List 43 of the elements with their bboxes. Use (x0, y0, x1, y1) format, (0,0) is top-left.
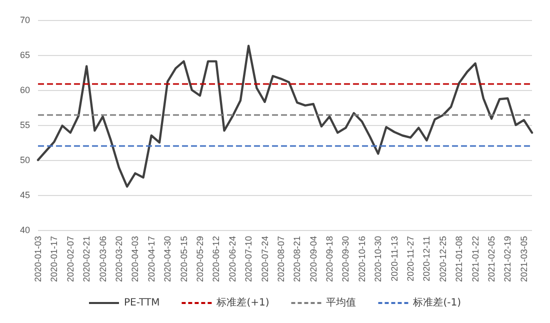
x-tick-label: 2020-09-04 (308, 236, 318, 282)
line-series (36, 44, 534, 188)
legend-label: 平均值 (326, 296, 356, 308)
x-tick-label: 2020-01-17 (49, 236, 60, 282)
x-tick-label: 2020-06-24 (227, 236, 238, 282)
x-tick-label: 2020-10-30 (373, 236, 384, 282)
legend-label: 标准差(-1) (412, 296, 462, 308)
x-tick-label: 2020-12-11 (422, 236, 432, 282)
x-tick-label: 2021-03-05 (518, 236, 529, 282)
x-tick-label: 2020-04-17 (146, 236, 156, 282)
x-tick-label: 2020-04-30 (162, 236, 173, 282)
x-tick-label: 2020-06-12 (211, 236, 222, 282)
y-tick-label: 70 (20, 15, 30, 25)
x-tick-label: 2020-09-30 (340, 236, 351, 282)
y-tick-label: 60 (20, 85, 30, 95)
x-tick-label: 2020-02-21 (82, 236, 92, 282)
x-tick-label: 2020-02-07 (65, 236, 76, 282)
x-tick-label: 2021-01-22 (470, 236, 480, 282)
x-tick-label: 2021-02-19 (502, 236, 513, 282)
x-tick-label: 2020-03-20 (114, 236, 124, 282)
y-tick-label: 55 (20, 120, 30, 130)
x-tick-label: 2020-11-27 (406, 236, 416, 282)
x-tick-label: 2020-11-13 (389, 236, 400, 282)
x-tick-label: 2021-02-05 (486, 236, 497, 282)
y-tick-label: 40 (20, 225, 30, 235)
x-tick-label: 2020-01-03 (33, 236, 43, 282)
x-tick-label: 2020-12-25 (438, 236, 448, 282)
x-tick-label: 2020-04-03 (130, 236, 140, 282)
x-tick-label: 2020-10-16 (356, 236, 367, 282)
legend-label: 标准差(+1) (216, 296, 270, 308)
x-tick-label: 2020-08-21 (292, 236, 302, 282)
x-tick-label: 2020-07-10 (244, 236, 254, 282)
x-tick-label: 2021-01-08 (454, 236, 464, 282)
y-tick-label: 65 (20, 50, 30, 60)
x-tick-label: 2020-05-15 (178, 236, 189, 282)
y-tick-label: 50 (20, 155, 30, 165)
legend-label: PE-TTM (124, 298, 160, 308)
x-tick-label: 2020-09-18 (324, 236, 335, 282)
x-tick-label: 2020-07-24 (260, 236, 270, 282)
x-tick-label: 2020-03-06 (98, 236, 108, 282)
x-tick-label: 2020-08-07 (276, 236, 286, 282)
y-tick-label: 45 (20, 190, 30, 200)
x-tick-label: 2020-05-29 (194, 236, 205, 282)
